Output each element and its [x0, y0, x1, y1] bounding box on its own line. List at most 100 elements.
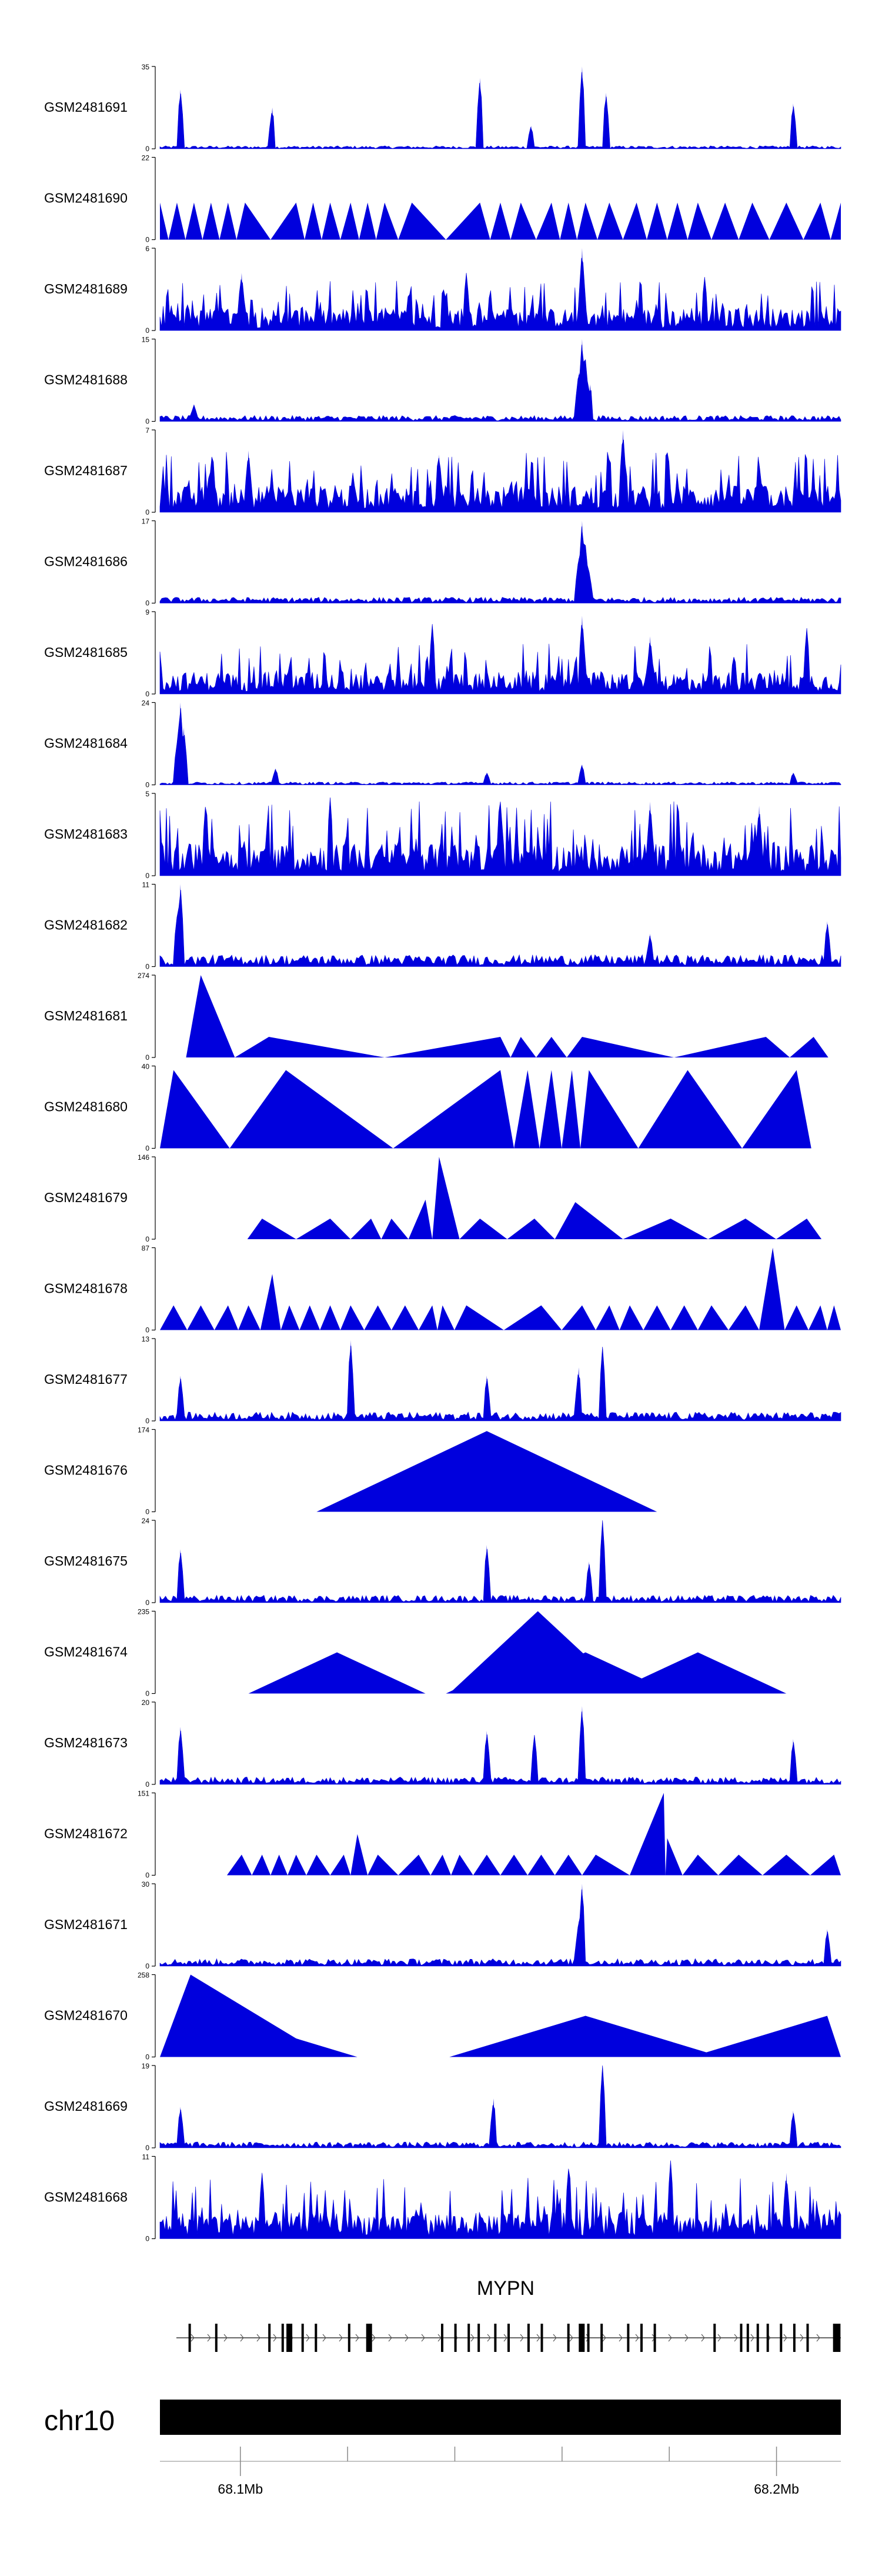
coverage-peak — [430, 1854, 452, 1876]
strand-arrow — [569, 2334, 573, 2342]
coverage-peak — [759, 1247, 785, 1330]
y-max-label: 9 — [145, 608, 149, 616]
coverage-peak — [306, 1854, 330, 1876]
coverage-peak — [238, 1305, 260, 1330]
coverage-peak — [579, 1884, 584, 1966]
track-label: GSM2481682 — [44, 917, 128, 933]
coverage-area — [159, 526, 841, 603]
track-GSM2481670: GSM2481670 258 0 — [44, 1971, 841, 2061]
y-min-label: 0 — [145, 145, 149, 153]
strand-arrow — [487, 2334, 491, 2342]
coverage-peak — [270, 202, 305, 240]
y-min-label: 0 — [145, 508, 149, 516]
coverage-peak — [219, 202, 237, 240]
strand-arrow — [536, 2334, 540, 2342]
coverage-peak — [328, 798, 333, 876]
exon — [348, 2324, 350, 2352]
coverage-peak — [646, 202, 667, 240]
exon — [780, 2324, 783, 2352]
coverage-peak — [790, 2111, 796, 2148]
track-GSM2481683: GSM2481683 5 0 — [44, 790, 841, 880]
exon-large — [366, 2324, 372, 2352]
coverage-peak — [562, 1305, 596, 1330]
coverage-peak — [477, 78, 483, 149]
coverage-peak — [587, 384, 593, 422]
y-max-label: 274 — [138, 972, 149, 980]
coverage-peak — [643, 1305, 671, 1330]
track-GSM2481668: GSM2481668 11 0 — [44, 2153, 841, 2243]
coverage-peak — [340, 202, 359, 240]
exon — [806, 2324, 809, 2352]
coverage-peak — [178, 884, 183, 967]
track-GSM2481672: GSM2481672 151 0 — [44, 1790, 841, 1880]
coverage-peak — [247, 1219, 296, 1239]
coverage-peak — [536, 1037, 567, 1057]
coverage-peak — [600, 1347, 605, 1421]
coverage-peak — [430, 624, 435, 694]
gene-label: MYPN — [477, 2277, 534, 2300]
coverage-area — [159, 72, 841, 149]
x-tick-label: 68.2Mb — [754, 2481, 799, 2497]
coverage-peak — [432, 1157, 460, 1239]
y-max-label: 24 — [142, 699, 150, 708]
y-max-label: 35 — [142, 63, 150, 71]
coverage-peak — [305, 202, 322, 240]
coverage-peak — [784, 1305, 808, 1330]
coverage-peak — [579, 248, 584, 331]
coverage-peak — [364, 1305, 392, 1330]
exon — [793, 2324, 796, 2352]
coverage-peak — [288, 1854, 306, 1876]
coverage-peak — [381, 1219, 409, 1239]
coverage-peak — [316, 1431, 657, 1512]
coverage-peak — [186, 975, 235, 1057]
strand-arrow — [306, 2334, 310, 2342]
exon-large — [579, 2324, 585, 2352]
track-label: GSM2481672 — [44, 1826, 128, 1841]
y-max-label: 19 — [142, 2062, 150, 2070]
coverage-peak — [446, 202, 490, 240]
coverage-peak — [350, 1834, 368, 1876]
coverage-peak — [376, 202, 399, 240]
exon — [746, 2324, 749, 2352]
strand-arrow — [750, 2334, 754, 2342]
strand-arrow — [602, 2334, 606, 2342]
track-GSM2481690: GSM2481690 22 0 — [44, 154, 841, 244]
coverage-peak — [687, 202, 711, 240]
coverage-peak — [790, 772, 796, 785]
coverage-peak — [391, 1305, 419, 1330]
coverage-peak — [566, 1037, 674, 1057]
coverage-peak — [539, 1070, 562, 1149]
strand-arrow — [339, 2334, 343, 2342]
coverage-peak — [178, 1727, 183, 1784]
x-tick-label: 68.1Mb — [218, 2481, 263, 2497]
strand-arrow — [816, 2334, 820, 2342]
y-max-label: 15 — [142, 336, 150, 344]
track-label: GSM2481669 — [44, 2098, 128, 2114]
coverage-peak — [619, 1305, 644, 1330]
track-GSM2481681: GSM2481681 274 0 — [44, 972, 828, 1062]
coverage-peak — [484, 1545, 489, 1603]
coverage-peak — [498, 802, 503, 876]
exon — [833, 2324, 836, 2352]
coverage-peak — [579, 764, 584, 785]
coverage-peak — [296, 1219, 351, 1239]
coverage-peak — [620, 430, 626, 512]
exon — [441, 2324, 443, 2352]
coverage-peak — [299, 1305, 320, 1330]
coverage-peak — [702, 277, 707, 331]
coverage-peak — [350, 1219, 382, 1239]
coverage-peak — [623, 202, 647, 240]
coverage-peak — [670, 1305, 698, 1330]
coverage-peak — [577, 202, 598, 240]
track-label: GSM2481671 — [44, 1917, 128, 1932]
y-min-label: 0 — [145, 1508, 149, 1516]
strand-arrow — [322, 2334, 326, 2342]
coverage-peak — [580, 1070, 639, 1149]
exon — [527, 2324, 530, 2352]
track-label: GSM2481677 — [44, 1372, 128, 1387]
coverage-peak — [790, 104, 796, 149]
track-GSM2481676: GSM2481676 174 0 — [44, 1426, 657, 1516]
y-min-label: 0 — [145, 418, 149, 426]
coverage-peak — [248, 1652, 426, 1694]
